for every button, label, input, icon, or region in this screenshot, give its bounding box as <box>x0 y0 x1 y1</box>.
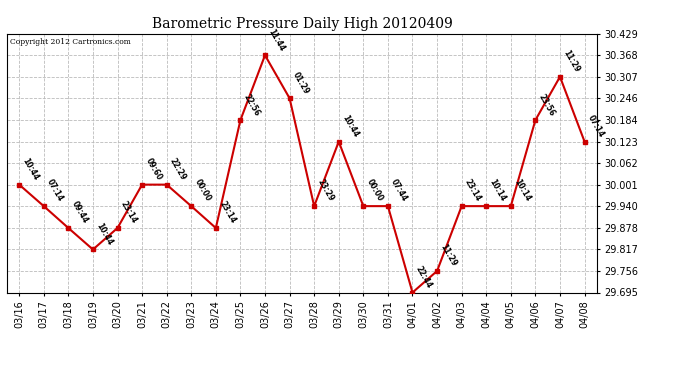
Title: Barometric Pressure Daily High 20120409: Barometric Pressure Daily High 20120409 <box>152 17 452 31</box>
Text: 07:14: 07:14 <box>586 113 606 139</box>
Text: 23:14: 23:14 <box>463 178 483 203</box>
Text: 11:44: 11:44 <box>266 27 286 52</box>
Text: 07:14: 07:14 <box>45 178 65 203</box>
Text: 01:29: 01:29 <box>291 70 310 96</box>
Text: 09:60: 09:60 <box>144 156 164 182</box>
Text: 10:14: 10:14 <box>488 178 507 203</box>
Text: 22:29: 22:29 <box>168 156 188 182</box>
Text: 10:44: 10:44 <box>21 156 41 182</box>
Text: 11:29: 11:29 <box>438 243 458 268</box>
Text: 23:29: 23:29 <box>315 178 335 203</box>
Text: 10:14: 10:14 <box>512 178 532 203</box>
Text: 00:00: 00:00 <box>365 178 384 203</box>
Text: 07:44: 07:44 <box>389 178 409 203</box>
Text: 00:00: 00:00 <box>193 178 213 203</box>
Text: 22:44: 22:44 <box>414 264 434 290</box>
Text: 23:56: 23:56 <box>537 92 557 117</box>
Text: 23:14: 23:14 <box>119 200 139 225</box>
Text: 09:44: 09:44 <box>70 200 90 225</box>
Text: Copyright 2012 Cartronics.com: Copyright 2012 Cartronics.com <box>10 38 130 46</box>
Text: 23:14: 23:14 <box>217 200 237 225</box>
Text: 22:56: 22:56 <box>241 92 262 117</box>
Text: 10:44: 10:44 <box>95 221 114 247</box>
Text: 10:44: 10:44 <box>340 114 360 139</box>
Text: 11:29: 11:29 <box>562 49 581 74</box>
